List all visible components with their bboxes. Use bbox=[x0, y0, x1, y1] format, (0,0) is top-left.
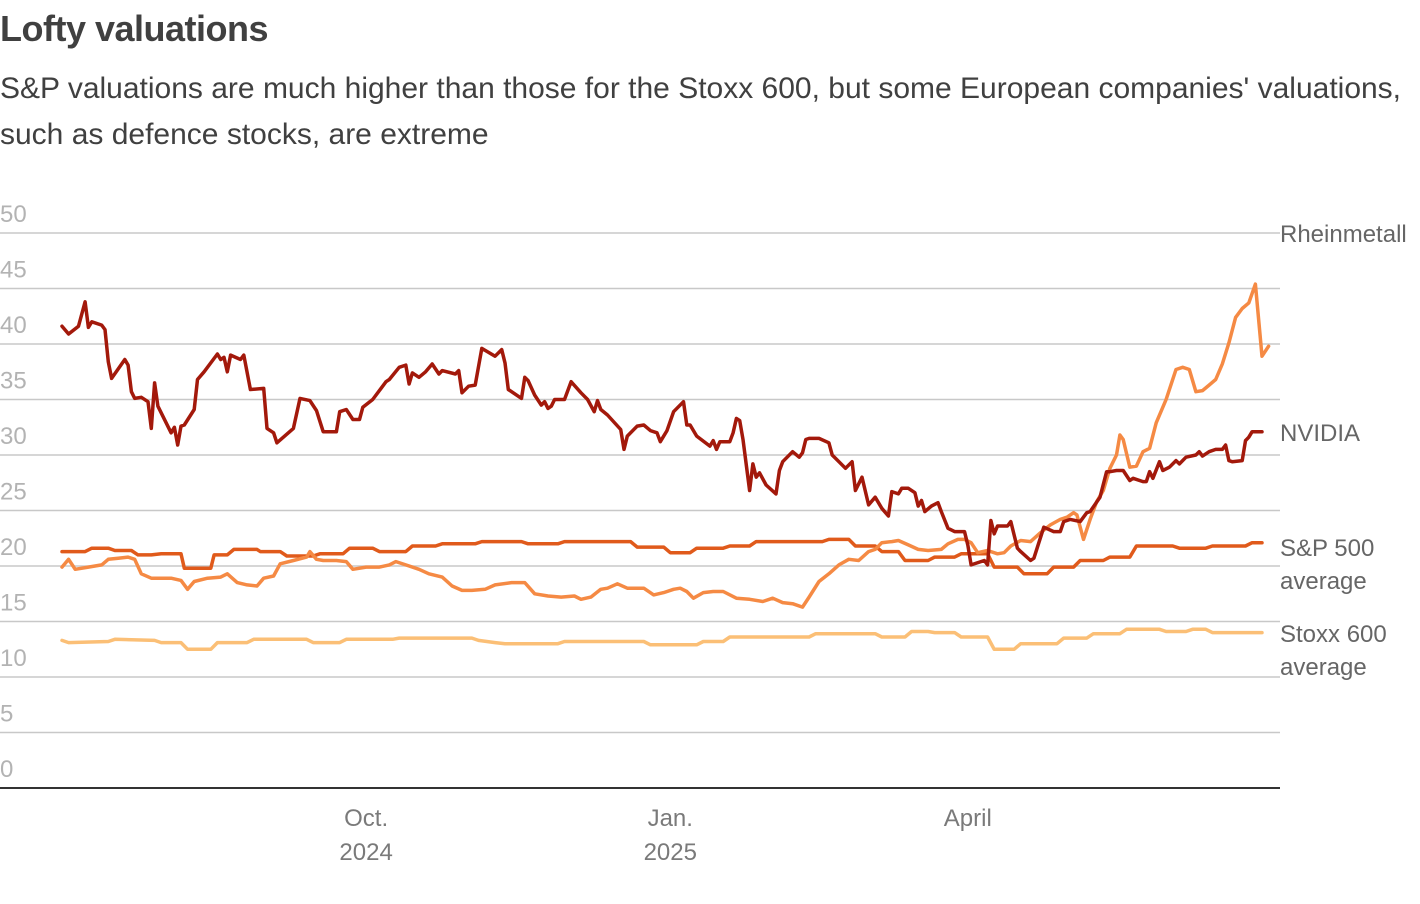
y-tick-label: 45 bbox=[0, 257, 27, 284]
series-label-nvidia: NVIDIA bbox=[1280, 420, 1360, 447]
series-label-stoxx-600-average: Stoxx 600 bbox=[1280, 621, 1387, 648]
series-line-stoxx-600-average bbox=[60, 627, 1264, 652]
chart-title: Lofty valuations bbox=[0, 8, 269, 49]
series-label-stoxx-600-average: average bbox=[1280, 654, 1367, 681]
y-tick-label: 25 bbox=[0, 479, 27, 506]
gridlines bbox=[0, 232, 1280, 734]
series-label-s-p-500-average: S&P 500 bbox=[1280, 535, 1374, 562]
series-label-s-p-500-average: average bbox=[1280, 568, 1367, 595]
y-tick-label: 30 bbox=[0, 423, 27, 450]
series-line-rheinmetall bbox=[60, 282, 1271, 609]
x-axis-ticks: Oct. 2024 Jan. 2025 April bbox=[339, 805, 991, 866]
x-tick-year-label: 2024 bbox=[339, 839, 392, 866]
y-tick-label: 35 bbox=[0, 368, 27, 395]
x-tick-label: Jan. bbox=[648, 805, 693, 832]
series-label-rheinmetall: Rheinmetall bbox=[1280, 221, 1407, 248]
series-line-nvidia bbox=[60, 300, 1264, 567]
x-tick-label: April bbox=[944, 805, 992, 832]
y-tick-label: 50 bbox=[0, 201, 27, 228]
y-tick-label: 40 bbox=[0, 312, 27, 339]
series-labels: Rheinmetall NVIDIA S&P 500 average Stoxx 600… bbox=[1280, 221, 1407, 681]
y-tick-label: 5 bbox=[0, 701, 13, 728]
series-line-s-p-500-average bbox=[60, 537, 1264, 576]
x-tick-label: Oct. bbox=[344, 805, 388, 832]
x-tick-year-label: 2025 bbox=[644, 839, 697, 866]
y-tick-label: 20 bbox=[0, 534, 27, 561]
y-axis-ticks: 0 5 10 15 20 25 30 35 40 45 50 bbox=[0, 201, 27, 783]
y-tick-label: 15 bbox=[0, 590, 27, 617]
y-tick-label: 0 bbox=[0, 756, 13, 783]
series-lines bbox=[60, 282, 1271, 652]
chart-subtitle: S&P valuations are much higher than thos… bbox=[0, 72, 1402, 151]
y-tick-label: 10 bbox=[0, 645, 27, 672]
